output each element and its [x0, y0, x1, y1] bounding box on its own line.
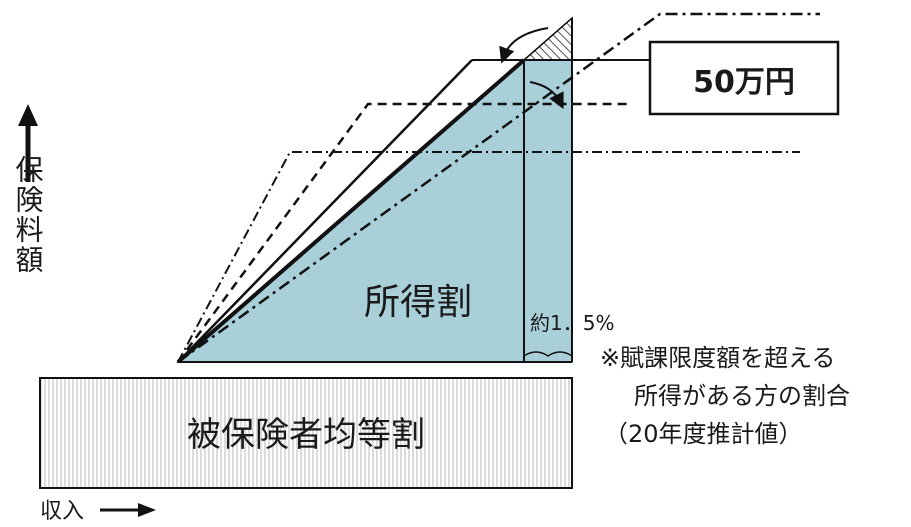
- note-line-1: ※賦課限度額を超える: [600, 344, 835, 372]
- flat-portion-box: [39, 377, 573, 489]
- curved-arrow-right: [529, 81, 564, 110]
- dashed-limit-line: [176, 102, 630, 363]
- y-axis-label: 保険料額: [12, 155, 45, 275]
- note-line-3: （20年度推計値）: [604, 420, 803, 448]
- hatched-excess-area: [522, 16, 573, 61]
- flat-portion-label: 被保険者均等割: [187, 415, 425, 455]
- curved-arrow-top: [499, 27, 549, 64]
- current-limit-slope: [176, 58, 526, 364]
- percent-bracket: [523, 351, 573, 357]
- note-line-2: 所得がある方の割合: [634, 382, 850, 410]
- percent-label: 約1．5%: [530, 311, 614, 335]
- x-axis-label: 収入: [40, 499, 84, 524]
- limit-box: [648, 40, 840, 116]
- previous-slope: [177, 59, 473, 363]
- x-axis-arrowhead: [138, 503, 156, 517]
- income-portion-label: 所得割: [364, 282, 472, 323]
- y-axis-arrowhead: [18, 104, 38, 126]
- dashdot-high-line: [177, 12, 820, 364]
- limit-box-label: 50万円: [693, 65, 795, 100]
